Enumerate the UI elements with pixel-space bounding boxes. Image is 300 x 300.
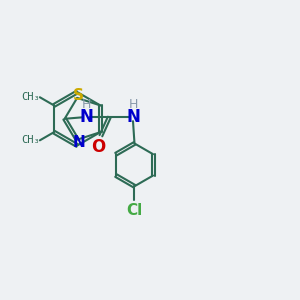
Text: S: S bbox=[73, 88, 84, 103]
Text: N: N bbox=[126, 108, 140, 126]
Text: Cl: Cl bbox=[126, 202, 142, 217]
Text: CH₃: CH₃ bbox=[21, 135, 40, 145]
Text: H: H bbox=[128, 98, 138, 111]
Text: CH₃: CH₃ bbox=[21, 92, 40, 102]
Text: N: N bbox=[79, 108, 93, 126]
Text: N: N bbox=[72, 135, 85, 150]
Text: O: O bbox=[92, 138, 106, 156]
Text: H: H bbox=[81, 98, 91, 111]
